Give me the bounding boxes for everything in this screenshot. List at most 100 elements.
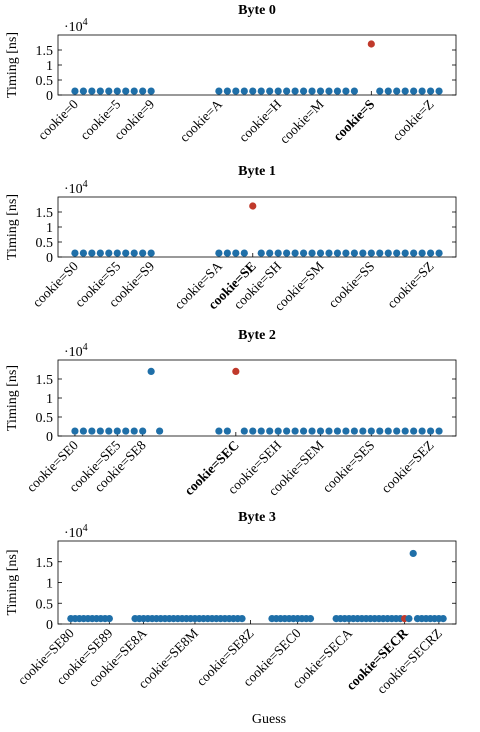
x-tick-label: cookie=Z	[389, 97, 436, 144]
data-point	[71, 249, 79, 257]
data-point	[96, 427, 104, 435]
data-point	[435, 87, 443, 95]
x-tick-label: cookie=SZ	[384, 259, 437, 312]
data-point	[308, 87, 316, 95]
data-point	[384, 249, 392, 257]
data-point	[79, 427, 88, 435]
data-point	[79, 87, 88, 95]
data-point	[316, 87, 325, 95]
data-point	[122, 427, 130, 435]
chart-title: Byte 3	[238, 510, 276, 525]
y-multiplier-label: ·104	[64, 523, 88, 541]
y-tick-label: 1	[46, 392, 53, 407]
y-tick-label: 0	[46, 251, 53, 266]
y-tick-label: 1	[46, 221, 53, 236]
data-point	[418, 427, 426, 435]
x-tick-label: cookie=A	[177, 96, 226, 145]
data-point	[342, 427, 350, 435]
data-point	[426, 249, 435, 257]
y-tick-label: 1.5	[36, 556, 54, 571]
data-point	[333, 249, 342, 257]
data-point	[376, 249, 384, 257]
data-point	[139, 427, 147, 435]
data-point	[308, 427, 316, 435]
data-point	[283, 87, 291, 95]
data-point	[88, 249, 96, 257]
x-tick-label: cookie=SS	[325, 259, 377, 311]
data-point	[266, 87, 274, 95]
y-tick-label: 0.5	[36, 236, 54, 251]
data-point	[105, 615, 113, 623]
data-point	[223, 87, 231, 95]
data-point	[325, 87, 333, 95]
data-point	[238, 615, 246, 623]
data-point	[232, 87, 240, 95]
plot-frame	[57, 540, 457, 625]
y-tick-label: 1.5	[36, 206, 54, 221]
data-point	[147, 87, 155, 95]
data-point	[113, 249, 121, 257]
data-point	[291, 87, 299, 95]
data-point	[130, 249, 138, 257]
data-point	[257, 427, 265, 435]
data-point	[359, 427, 367, 435]
data-point	[113, 87, 121, 95]
data-point	[384, 427, 392, 435]
data-point	[342, 87, 350, 95]
data-point	[435, 427, 443, 435]
data-point	[257, 87, 265, 95]
data-point	[240, 249, 248, 257]
data-point	[410, 87, 418, 95]
data-point	[283, 427, 291, 435]
data-point	[96, 87, 104, 95]
data-point	[88, 427, 96, 435]
data-point	[249, 87, 257, 95]
data-point	[240, 87, 248, 95]
x-tick-label: cookie=M	[277, 97, 327, 147]
data-point	[410, 249, 418, 257]
data-point	[418, 87, 426, 95]
y-tick-label: 1.5	[36, 44, 54, 59]
data-point	[308, 249, 316, 257]
data-point	[105, 427, 113, 435]
data-point	[139, 249, 147, 257]
data-point	[266, 249, 274, 257]
data-point	[122, 249, 130, 257]
y-tick-label: 1	[46, 59, 53, 74]
data-point	[139, 87, 147, 95]
data-point	[376, 427, 384, 435]
data-point	[401, 249, 409, 257]
y-tick-label: 0	[46, 618, 53, 633]
data-point	[240, 427, 248, 435]
data-point	[215, 427, 223, 435]
data-point	[223, 427, 231, 435]
data-point	[299, 427, 308, 435]
data-point	[418, 249, 426, 257]
data-point	[439, 615, 447, 623]
data-point	[410, 427, 418, 435]
chart-panel-0: Byte 0 ·104 00.511.5 Timing [ns] cookie=0 coo…	[5, 3, 457, 147]
data-point	[71, 427, 79, 435]
data-point	[71, 87, 79, 95]
y-tick-label: 1	[46, 577, 53, 592]
data-point-hit	[367, 40, 375, 48]
data-point	[350, 249, 358, 257]
data-point	[435, 249, 443, 257]
plot-frame	[57, 359, 457, 437]
data-point	[376, 87, 384, 95]
data-point	[367, 427, 375, 435]
y-tick-label: 0	[46, 89, 53, 104]
y-multiplier-label: ·104	[64, 17, 88, 35]
data-point	[299, 249, 308, 257]
data-point	[333, 427, 342, 435]
data-point	[113, 427, 121, 435]
data-point-hit	[249, 202, 257, 210]
data-point	[291, 427, 299, 435]
data-point	[249, 427, 257, 435]
data-point	[306, 615, 315, 623]
data-point	[232, 249, 240, 257]
data-point	[393, 249, 401, 257]
